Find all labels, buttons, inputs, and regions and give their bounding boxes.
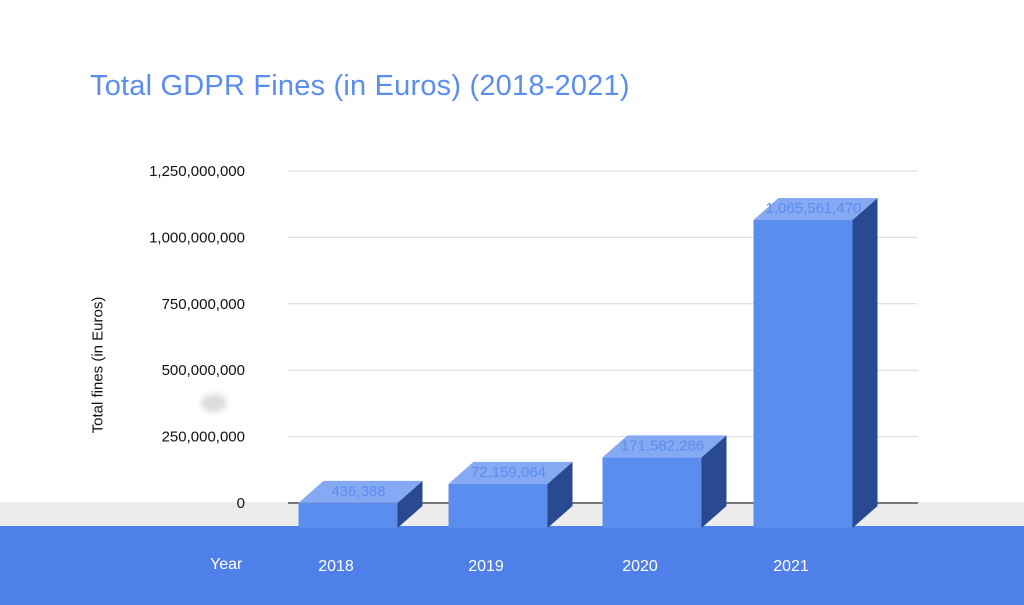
data-label: 436,388 <box>331 483 385 500</box>
x-axis-label: Year <box>210 556 243 573</box>
bar-top-face <box>448 461 573 484</box>
bar-side-face <box>547 461 573 528</box>
bar-front-face <box>602 457 702 528</box>
bar-front-face <box>298 502 398 528</box>
bar-side-face <box>701 435 727 528</box>
data-label: 171,582,286 <box>621 437 704 454</box>
data-label: 1,065,561,470 <box>766 200 862 217</box>
bar <box>448 461 573 528</box>
bar-front-face <box>448 483 548 528</box>
bar-top-face <box>602 435 727 458</box>
data-label: 72,159,064 <box>471 464 546 481</box>
x-tick-label: 2018 <box>318 558 354 575</box>
y-tick-label: 1,250,000,000 <box>149 163 245 180</box>
bar-front-face <box>753 219 853 528</box>
y-tick-label: 750,000,000 <box>162 296 245 313</box>
bar-top-face <box>298 480 423 503</box>
y-tick-label: 0 <box>237 495 245 512</box>
bar <box>602 435 727 528</box>
x-axis-band <box>0 526 1024 605</box>
bar-side-face <box>397 480 423 528</box>
bar <box>753 197 878 528</box>
x-tick-label: 2019 <box>468 558 504 575</box>
y-tick-label: 500,000,000 <box>162 362 245 379</box>
x-tick-label: 2020 <box>622 558 658 575</box>
x-tick-label: 2021 <box>773 558 809 575</box>
bar <box>298 480 423 528</box>
chart-title: Total GDPR Fines (in Euros) (2018-2021) <box>90 70 630 102</box>
bar-side-face <box>852 197 878 528</box>
y-tick-label: 1,000,000,000 <box>149 229 245 246</box>
decorative-shadow <box>201 394 227 412</box>
y-tick-label: 250,000,000 <box>162 429 245 446</box>
bar-top-face <box>753 197 878 220</box>
